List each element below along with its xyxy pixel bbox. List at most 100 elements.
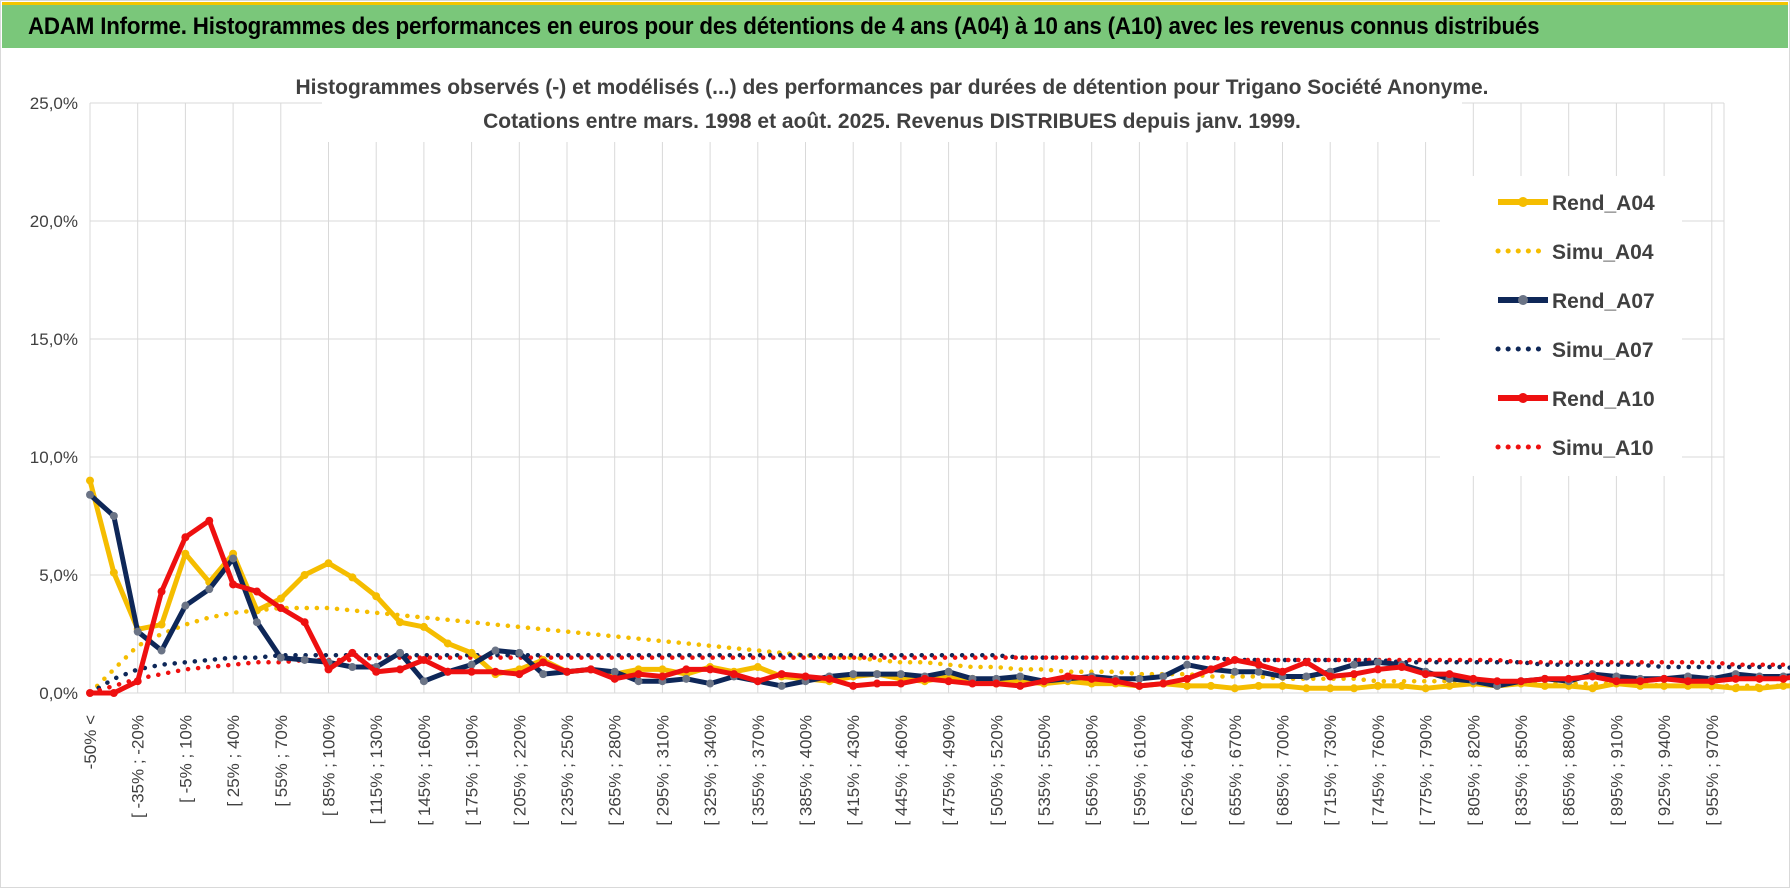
data-point-rend_a10: [1183, 674, 1192, 683]
series-line-simu_a10: [87, 655, 1790, 696]
data-point-rend_a10: [706, 665, 715, 674]
data-point-rend_a10: [324, 665, 333, 674]
data-point-rend_a10: [276, 604, 285, 613]
data-point-rend_a07: [467, 660, 476, 669]
chart-series: [86, 476, 1790, 697]
data-point-rend_a07: [157, 646, 166, 655]
data-point-rend_a10: [992, 679, 1001, 688]
data-point-rend_a10: [515, 670, 524, 679]
x-tick-label: [ 925% ; 940%: [1655, 715, 1674, 826]
data-point-rend_a04: [324, 559, 333, 568]
x-tick-label: -50% <: [81, 715, 100, 769]
data-point-rend_a10: [1540, 674, 1549, 683]
data-point-rend_a07: [133, 627, 142, 636]
data-point-rend_a04: [157, 620, 166, 629]
series-line-simu_a07: [87, 652, 1790, 696]
data-point-rend_a10: [1707, 677, 1716, 686]
y-tick-label: 5,0%: [39, 566, 78, 585]
legend-marker-rend_a04: [1518, 197, 1528, 207]
data-point-rend_a07: [86, 490, 94, 499]
data-point-rend_a07: [276, 653, 285, 662]
chart-subtitle: Cotations entre mars. 1998 et août. 2025…: [483, 110, 1301, 133]
y-tick-label: 20,0%: [30, 212, 78, 231]
data-point-rend_a10: [348, 648, 357, 657]
data-point-rend_a04: [419, 622, 428, 631]
data-point-rend_a10: [1660, 674, 1669, 683]
data-point-rend_a10: [1254, 660, 1263, 669]
data-point-rend_a07: [777, 681, 786, 690]
data-point-rend_a04: [1779, 681, 1788, 690]
data-point-rend_a10: [1588, 672, 1597, 681]
x-tick-label: [ -35% ; -20%: [129, 715, 148, 818]
data-point-rend_a07: [896, 670, 905, 679]
x-tick-label: [ 445% ; 460%: [892, 715, 911, 826]
data-point-rend_a07: [706, 679, 715, 688]
legend-marker-rend_a10: [1518, 393, 1528, 403]
x-tick-label: [ 535% ; 550%: [1035, 715, 1054, 826]
legend-label-rend_a10: Rend_A10: [1552, 388, 1655, 411]
x-tick-label: [ 295% ; 310%: [653, 715, 672, 826]
data-point-rend_a07: [539, 670, 548, 679]
data-point-rend_a07: [419, 677, 428, 686]
y-tick-label: 25,0%: [30, 94, 78, 113]
data-point-rend_a10: [777, 670, 786, 679]
x-tick-label: [ 655% ; 670%: [1226, 715, 1245, 826]
x-tick-label: [ 55% ; 70%: [272, 715, 291, 807]
data-point-rend_a10: [1326, 672, 1335, 681]
data-point-rend_a07: [944, 667, 953, 676]
data-point-rend_a07: [873, 670, 882, 679]
data-point-rend_a04: [1373, 681, 1382, 690]
data-point-rend_a04: [372, 592, 381, 601]
x-tick-label: [ 715% ; 730%: [1321, 715, 1340, 826]
x-tick-label: [ 595% ; 610%: [1130, 715, 1149, 826]
data-point-rend_a04: [1278, 681, 1287, 690]
data-point-rend_a10: [682, 665, 691, 674]
data-point-rend_a04: [1206, 681, 1215, 690]
data-point-rend_a04: [1397, 681, 1406, 690]
data-point-rend_a07: [1373, 658, 1382, 667]
data-point-rend_a10: [396, 665, 405, 674]
data-point-rend_a10: [1564, 674, 1573, 683]
legend-marker-rend_a07: [1518, 295, 1528, 305]
y-tick-label: 10,0%: [30, 448, 78, 467]
data-point-rend_a10: [1445, 670, 1454, 679]
data-point-rend_a10: [252, 587, 261, 596]
data-point-rend_a07: [1135, 674, 1144, 683]
data-point-rend_a07: [205, 585, 214, 594]
data-point-rend_a10: [1493, 677, 1502, 686]
data-point-rend_a07: [396, 648, 405, 657]
data-point-rend_a10: [634, 670, 643, 679]
x-tick-label: [ 115% ; 130%: [367, 715, 386, 824]
data-point-rend_a10: [1636, 677, 1645, 686]
data-point-rend_a07: [229, 554, 238, 563]
data-point-rend_a10: [920, 674, 929, 683]
data-point-rend_a10: [825, 674, 834, 683]
data-point-rend_a10: [491, 667, 500, 676]
data-point-rend_a10: [181, 533, 190, 542]
x-tick-label: [ 175% ; 190%: [463, 715, 482, 826]
data-point-rend_a07: [181, 601, 190, 610]
data-point-rend_a10: [157, 587, 166, 596]
data-point-rend_a10: [1469, 674, 1478, 683]
data-point-rend_a10: [1397, 663, 1406, 672]
data-point-rend_a10: [586, 665, 595, 674]
data-point-rend_a10: [1373, 665, 1382, 674]
data-point-rend_a07: [1302, 672, 1311, 681]
data-point-rend_a07: [1350, 660, 1359, 669]
series-line-simu_a04: [87, 605, 1790, 696]
data-point-rend_a04: [1254, 681, 1263, 690]
y-tick-label: 0,0%: [39, 684, 78, 703]
data-point-rend_a07: [252, 618, 261, 627]
data-point-rend_a04: [1540, 681, 1549, 690]
data-point-rend_a10: [968, 679, 977, 688]
data-point-rend_a07: [1159, 672, 1168, 681]
data-point-rend_a10: [1040, 677, 1048, 686]
data-point-rend_a04: [1326, 684, 1335, 693]
chart-title-background: [322, 70, 1462, 142]
x-tick-label: [ 235% ; 250%: [558, 715, 577, 826]
x-tick-label: [ 835% ; 850%: [1512, 715, 1531, 826]
data-point-rend_a10: [873, 679, 882, 688]
data-point-rend_a10: [1612, 677, 1621, 686]
legend-label-rend_a07: Rend_A07: [1552, 290, 1655, 313]
x-tick-label: [ -5% ; 10%: [176, 715, 195, 803]
